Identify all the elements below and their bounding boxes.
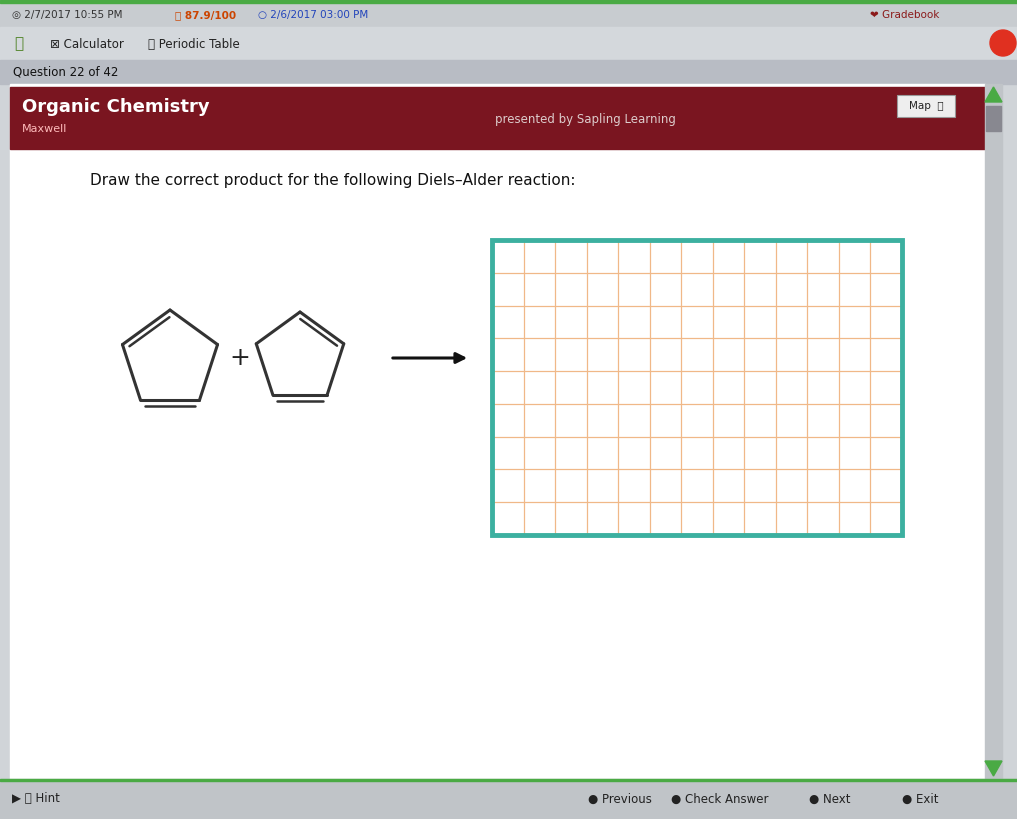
Text: Draw the correct product for the following Diels–Alder reaction:: Draw the correct product for the followi… (89, 174, 576, 188)
Text: ● Next: ● Next (810, 793, 851, 806)
Bar (897, 95, 955, 117)
Bar (0, 779, 1017, 819)
Bar (492, 240, 902, 535)
Bar (0, 0, 1017, 27)
Text: ▶ 💡 Hint: ▶ 💡 Hint (12, 793, 60, 806)
Text: ● Previous: ● Previous (588, 793, 652, 806)
Text: ● Exit: ● Exit (902, 793, 939, 806)
Bar (0, 60, 1017, 84)
Text: +: + (230, 346, 250, 370)
Text: Ⓐ 87.9/100: Ⓐ 87.9/100 (175, 10, 236, 20)
Circle shape (990, 30, 1016, 56)
Bar (0, 0, 1017, 3)
Text: Organic Chemistry: Organic Chemistry (22, 98, 210, 116)
Text: Question 22 of 42: Question 22 of 42 (13, 66, 118, 79)
Bar (492, 240, 902, 535)
Text: ● Check Answer: ● Check Answer (671, 793, 769, 806)
Text: 🍃: 🍃 (14, 37, 23, 52)
Text: ⊠ Calculator: ⊠ Calculator (50, 38, 124, 51)
Text: Map  🏛: Map 🏛 (908, 101, 944, 111)
Text: presented by Sapling Learning: presented by Sapling Learning (495, 112, 676, 125)
Polygon shape (985, 761, 1002, 776)
Bar (985, 84, 1002, 779)
Text: ○ 2/6/2017 03:00 PM: ○ 2/6/2017 03:00 PM (258, 10, 368, 20)
Bar (0, 27, 1017, 60)
Polygon shape (985, 87, 1002, 102)
Text: 📊 Periodic Table: 📊 Periodic Table (148, 38, 240, 51)
Text: Maxwell: Maxwell (22, 124, 67, 134)
Text: ◎ 2/7/2017 10:55 PM: ◎ 2/7/2017 10:55 PM (12, 10, 122, 20)
Bar (10, 87, 985, 149)
Bar (0, 779, 1017, 781)
Text: ❤ Gradebook: ❤ Gradebook (870, 10, 940, 20)
Bar (986, 106, 1001, 131)
Bar (10, 84, 985, 779)
